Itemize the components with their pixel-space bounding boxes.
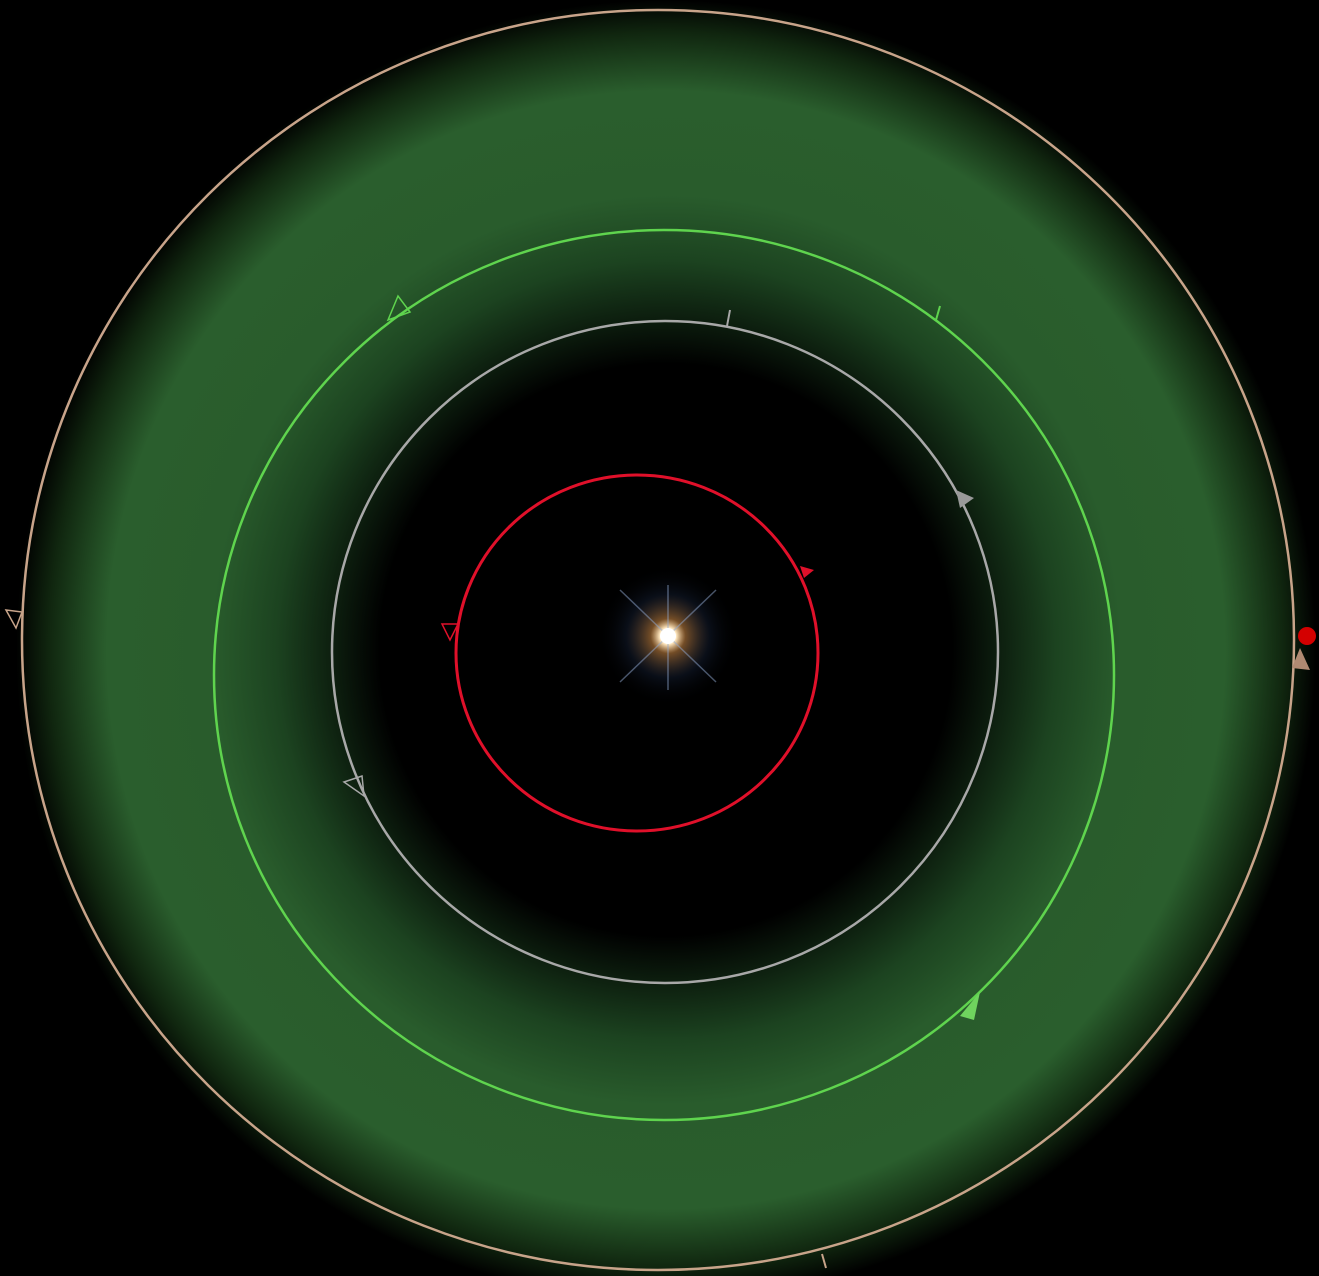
orbit-marker bbox=[4, 609, 24, 630]
orbit-tick bbox=[821, 1253, 827, 1269]
red-orbit bbox=[454, 473, 820, 833]
outer-orbit bbox=[20, 8, 1296, 1272]
green-orbit bbox=[212, 228, 1116, 1122]
orbit-marker bbox=[386, 294, 412, 322]
orbit-tick bbox=[935, 305, 941, 321]
orbit-tick bbox=[726, 309, 731, 327]
orbit-marker bbox=[440, 623, 460, 642]
gray-orbit bbox=[330, 319, 1000, 985]
orbit-marker bbox=[1292, 648, 1310, 670]
star bbox=[660, 628, 676, 644]
orbit-marker bbox=[960, 992, 980, 1020]
orbit-marker bbox=[342, 774, 365, 798]
orbit-marker bbox=[800, 566, 814, 578]
planet-dot bbox=[1298, 627, 1316, 645]
orbit-marker bbox=[956, 490, 974, 508]
